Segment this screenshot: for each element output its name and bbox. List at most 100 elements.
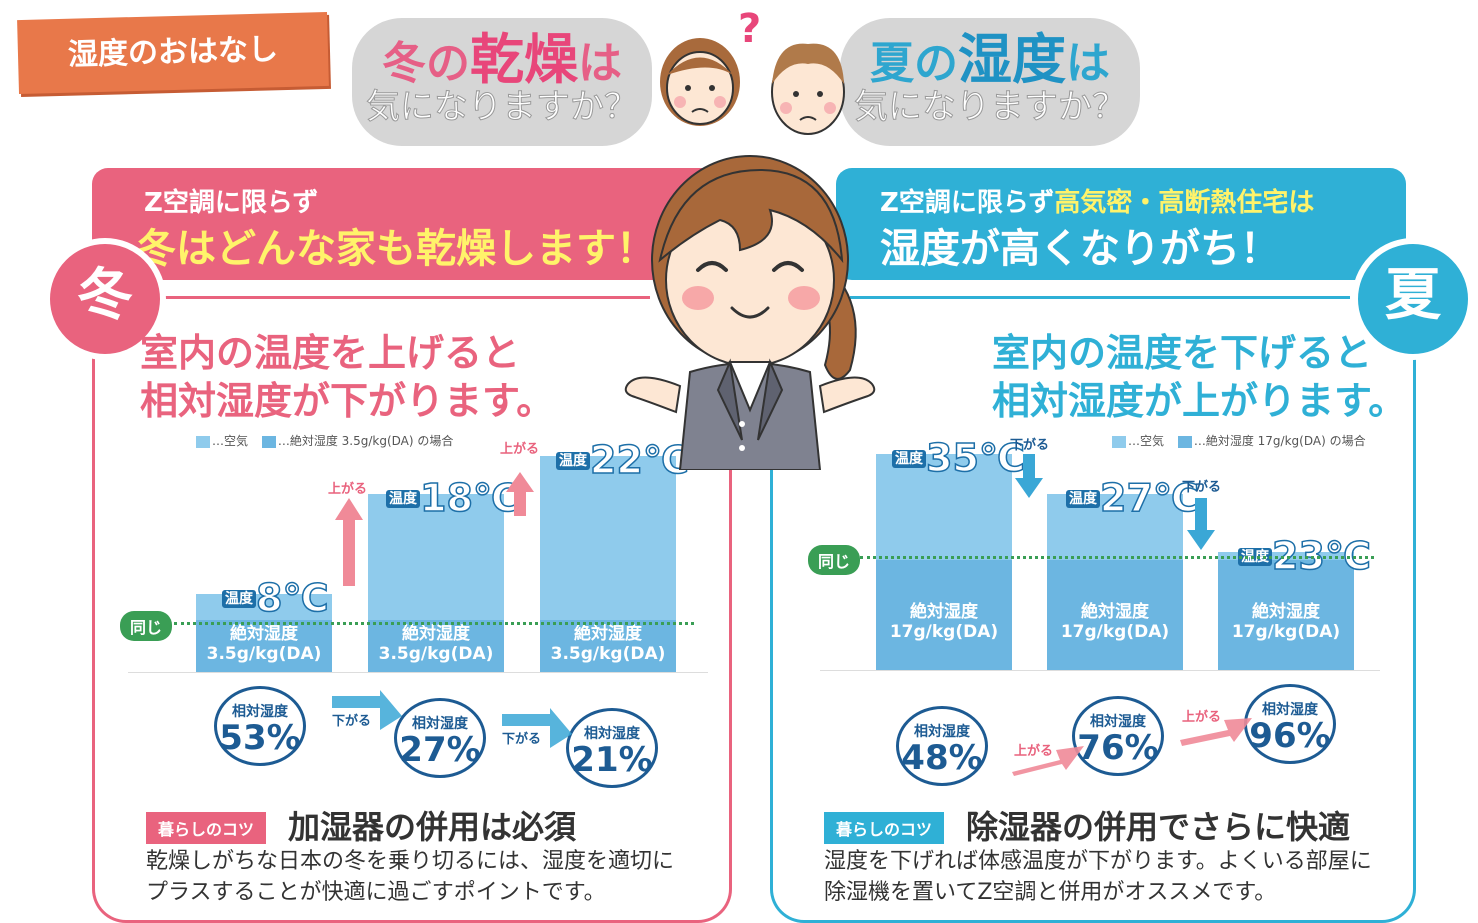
winter-banner-line2: 冬はどんな家も乾燥します！	[136, 226, 656, 272]
winter-abs-label: 絶対湿度	[574, 624, 642, 644]
rh-key: 相対湿度	[584, 726, 640, 742]
summer-banner-line1-a: Z空調に限らず	[880, 188, 1055, 218]
winter-up-label-1: 上がる	[328, 482, 368, 497]
summer-down-label-2: 下がる	[1182, 480, 1222, 495]
summer-abs-label: 絶対湿度	[1081, 602, 1149, 622]
winter-rh-3: 相対湿度 21%	[566, 708, 658, 788]
winter-legend: …空気 …絶対湿度 3.5g/kg(DA) の場合	[196, 432, 453, 449]
summer-temp-1: 温度35℃	[892, 435, 1026, 481]
winter-banner: Z空調に限らず 冬はどんな家も乾燥します！	[92, 168, 732, 280]
temp-value: 35℃	[925, 435, 1025, 481]
temp-key: 温度	[1066, 490, 1100, 508]
summer-temp-2: 温度27℃	[1066, 475, 1200, 521]
temp-key: 温度	[222, 590, 256, 608]
rh-key: 相対湿度	[232, 704, 288, 720]
winter-legend-abs: …絶対湿度 3.5g/kg(DA) の場合	[277, 434, 454, 448]
winter-down-arrow-1	[332, 690, 402, 730]
winter-bar-3: 絶対湿度 3.5g/kg(DA)	[540, 456, 676, 672]
summer-headline: 室内の温度を下げると 相対湿度が上がります。	[992, 330, 1406, 425]
summer-tips-body-line2: 除湿機を置いてZ空調と併用がオススメです。	[824, 880, 1277, 906]
summer-down-arrow-2	[1187, 498, 1215, 550]
worried-woman-icon	[660, 38, 740, 126]
winter-question-cloud: 冬の乾燥は 気になりますか？	[352, 18, 652, 146]
summer-rh-3: 相対湿度 96%	[1244, 684, 1336, 764]
winter-tips-tag: 暮らしのコツ	[146, 812, 267, 844]
worried-man-icon	[771, 43, 845, 135]
winter-abs-label: 絶対湿度	[402, 624, 470, 644]
winter-headline-rule	[150, 296, 650, 299]
winter-up-arrow-2	[506, 472, 534, 516]
winter-abs-value: 3.5g/kg(DA)	[550, 644, 666, 665]
winter-abs-value: 3.5g/kg(DA)	[206, 644, 322, 665]
cloud-summer-line2: 気になりますか？	[854, 87, 1127, 128]
topic-badge: 湿度のおはなし	[17, 11, 329, 95]
summer-up-label-1: 上がる	[1014, 744, 1054, 759]
summer-banner-line1: Z空調に限らず高気密・高断熱住宅は	[880, 182, 1314, 219]
rh-key: 相対湿度	[1090, 714, 1146, 730]
winter-down-label-2: 下がる	[502, 732, 542, 747]
summer-headline-line1: 室内の温度を下げると	[992, 331, 1373, 375]
rh-value: 21%	[571, 740, 653, 780]
winter-tips-body: 乾燥しがちな日本の冬を乗り切るには、湿度を適切に プラスすることが快適に過ごすポ…	[146, 846, 674, 908]
winter-bar-1: 絶対湿度 3.5g/kg(DA)	[196, 594, 332, 672]
summer-abs-label: 絶対湿度	[1252, 602, 1320, 622]
cloud-winter-pre: 冬の	[382, 38, 470, 89]
rh-key: 相対湿度	[914, 724, 970, 740]
rh-key: 相対湿度	[1262, 702, 1318, 718]
rh-key: 相対湿度	[412, 716, 468, 732]
rh-value: 27%	[399, 730, 481, 770]
winter-temp-3: 温度22℃	[556, 437, 690, 483]
temp-value: 8℃	[255, 575, 329, 621]
winter-abs-value: 3.5g/kg(DA)	[378, 644, 494, 665]
summer-question-cloud: 夏の湿度は 気になりますか？	[840, 18, 1140, 146]
summer-up-arrow-2	[1180, 718, 1252, 746]
cloud-winter-post: は	[578, 38, 622, 89]
winter-season-circle: 冬	[44, 238, 166, 360]
summer-abs-value: 17g/kg(DA)	[1060, 622, 1170, 643]
temp-value: 22℃	[589, 437, 689, 483]
summer-tips-title: 除湿器の併用でさらに快適	[966, 808, 1351, 846]
winter-banner-line1: Z空調に限らず	[144, 188, 319, 218]
summer-tips-body: 湿度を下げれば体感温度が下がります。よくいる部屋に 除湿機を置いてZ空調と併用が…	[824, 846, 1372, 908]
smiling-woman-illustration-icon	[624, 155, 876, 470]
winter-headline-line1: 室内の温度を上げると	[140, 331, 521, 375]
winter-bar-2: 絶対湿度 3.5g/kg(DA)	[368, 494, 504, 672]
winter-rh-2: 相対湿度 27%	[394, 698, 486, 778]
winter-tips-title: 加湿器の併用は必須	[288, 808, 577, 846]
winter-headline: 室内の温度を上げると 相対湿度が下がります。	[140, 330, 554, 425]
winter-down-arrow-2	[502, 708, 572, 748]
summer-banner-line1-b: 高気密・高断熱住宅は	[1054, 188, 1315, 218]
winter-same-line	[174, 622, 694, 625]
summer-tips-tag: 暮らしのコツ	[824, 812, 945, 844]
winter-temp-1: 温度8℃	[222, 575, 329, 621]
winter-same-label: 同じ	[120, 611, 173, 641]
summer-abs-value: 17g/kg(DA)	[1231, 622, 1341, 643]
summer-rh-2: 相対湿度 76%	[1072, 696, 1164, 776]
question-mark: ?	[738, 6, 762, 52]
cloud-winter-line2: 気になりますか？	[366, 87, 639, 128]
winter-rh-1: 相対湿度 53%	[214, 686, 306, 766]
summer-down-arrow-1	[1015, 454, 1043, 498]
summer-banner-line2: 湿度が高くなりがち！	[880, 226, 1280, 272]
summer-legend-abs: …絶対湿度 17g/kg(DA) の場合	[1193, 434, 1366, 448]
summer-season-circle: 夏	[1352, 238, 1474, 360]
winter-down-label-1: 下がる	[332, 714, 372, 729]
winter-tips-body-line1: 乾燥しがちな日本の冬を乗り切るには、湿度を適切に	[146, 849, 675, 874]
summer-legend-air: …空気	[1128, 434, 1165, 448]
summer-chart-baseline	[820, 670, 1380, 671]
temp-key: 温度	[892, 450, 926, 468]
temp-value: 27℃	[1099, 475, 1199, 521]
rh-value: 76%	[1077, 728, 1159, 768]
winter-chart-baseline	[128, 672, 708, 673]
temp-value: 18℃	[419, 475, 519, 521]
summer-bar-2: 絶対湿度 17g/kg(DA)	[1047, 494, 1183, 670]
temp-key: 温度	[556, 452, 590, 470]
winter-temp-2: 温度18℃	[386, 475, 520, 521]
summer-up-label-2: 上がる	[1182, 710, 1222, 725]
summer-abs-value: 17g/kg(DA)	[889, 622, 999, 643]
summer-headline-rule	[850, 296, 1350, 299]
cloud-winter-em: 乾燥	[470, 28, 578, 91]
summer-bar-3: 絶対湿度 17g/kg(DA)	[1218, 552, 1354, 670]
rh-value: 48%	[901, 738, 983, 778]
summer-legend: …空気 …絶対湿度 17g/kg(DA) の場合	[1112, 432, 1366, 449]
